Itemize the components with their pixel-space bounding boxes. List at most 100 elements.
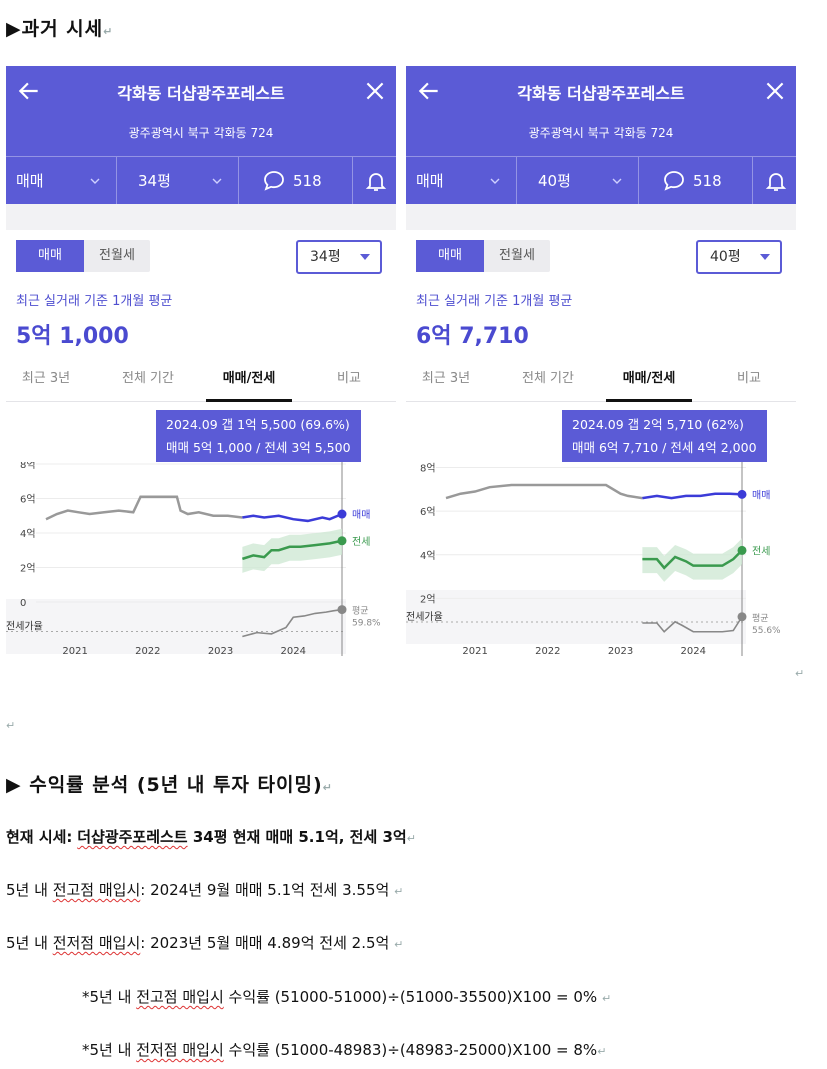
close-icon[interactable] bbox=[762, 78, 788, 104]
heading-past-price: ▶과거 시세↵ bbox=[6, 18, 114, 40]
bell-icon[interactable] bbox=[764, 169, 788, 193]
sale-series-line bbox=[642, 492, 743, 500]
chevron-down-icon bbox=[490, 178, 500, 184]
tab-sale-rent[interactable]: 매매/전세 bbox=[206, 364, 292, 402]
tab-recent-3y[interactable]: 최근 3년 bbox=[21, 371, 71, 386]
y-tick-label: 8억 bbox=[20, 462, 36, 471]
tooltip-line-2: 매매 6억 7,710 / 전세 4억 2,000 bbox=[572, 440, 757, 455]
back-arrow-icon[interactable] bbox=[16, 78, 42, 104]
complex-address: 광주광역시 북구 각화동 724 bbox=[128, 126, 274, 140]
size-select[interactable]: 34평 bbox=[138, 172, 171, 190]
series-label: 전세 bbox=[752, 545, 770, 557]
complex-title: 각화동 더샵광주포레스트 bbox=[517, 84, 685, 103]
tab-sale-rent[interactable]: 매매/전세 bbox=[606, 364, 692, 402]
back-arrow-icon[interactable] bbox=[416, 78, 442, 104]
chevron-down-icon bbox=[612, 178, 622, 184]
dropdown-triangle-icon bbox=[360, 254, 370, 260]
comment-icon[interactable] bbox=[662, 169, 686, 193]
y-tick-label: 6억 bbox=[20, 494, 36, 506]
x-tick-label: 2024 bbox=[681, 646, 706, 656]
series-end-point bbox=[337, 509, 347, 519]
price-subtitle: 최근 실거래 기준 1개월 평균 bbox=[16, 294, 173, 309]
tab-all-period[interactable]: 전체 기간 bbox=[122, 371, 174, 386]
sale-history-line bbox=[45, 495, 243, 521]
series-end-point bbox=[337, 605, 347, 615]
size-dropdown[interactable]: 34평 bbox=[296, 240, 382, 274]
series-end-point bbox=[737, 612, 747, 622]
close-icon[interactable] bbox=[362, 78, 388, 104]
x-tick-label: 2023 bbox=[608, 646, 633, 656]
trade-toggle: 매매 전월세 bbox=[416, 240, 550, 272]
ratio-series-line bbox=[642, 616, 743, 633]
series-end-point bbox=[737, 489, 747, 499]
complex-title: 각화동 더샵광주포레스트 bbox=[117, 84, 285, 103]
rent-series-line bbox=[642, 549, 743, 570]
series-label: 평균 bbox=[752, 613, 769, 624]
toggle-sale[interactable]: 매매 bbox=[16, 240, 84, 272]
series-label: 매매 bbox=[752, 489, 770, 501]
analysis-line-1: 5년 내 전고점 매입시: 2024년 9월 매매 5.1억 전세 3.55억 … bbox=[6, 881, 404, 899]
filter-bar: 매매 40평 518 bbox=[406, 156, 796, 205]
app-header: 각화동 더샵광주포레스트 광주광역시 북구 각화동 724 매매 40평 518 bbox=[406, 66, 796, 205]
complex-address: 광주광역시 북구 각화동 724 bbox=[528, 126, 674, 140]
trade-type-select[interactable]: 매매 bbox=[416, 172, 444, 190]
bell-icon[interactable] bbox=[364, 169, 388, 193]
header-divider bbox=[406, 204, 796, 230]
series-label: 평균 bbox=[352, 606, 369, 617]
app-header: 각화동 더샵광주포레스트 광주광역시 북구 각화동 724 매매 34평 518 bbox=[6, 66, 396, 205]
trade-type-select[interactable]: 매매 bbox=[16, 172, 44, 190]
x-tick-label: 2024 bbox=[281, 646, 306, 656]
analysis-line-2: 5년 내 전저점 매입시: 2023년 5월 매매 4.89억 전세 2.5억 … bbox=[6, 934, 404, 952]
heading-analysis: ▶ 수익률 분석 (5년 내 투자 타이밍)↵ bbox=[6, 774, 333, 796]
x-tick-label: 2021 bbox=[462, 646, 487, 656]
y-tick-label: 2억 bbox=[20, 563, 36, 575]
y-tick-label: 8억 bbox=[420, 463, 436, 475]
x-tick-label: 2022 bbox=[135, 646, 160, 656]
current-price-line: 현재 시세: 더샵광주포레스트 34평 현재 매매 5.1억, 전세 3억↵ bbox=[6, 828, 416, 846]
ratio-axis-label: 전세가율 bbox=[406, 611, 443, 623]
chart-tabs: 최근 3년 전체 기간 매매/전세 비교 bbox=[6, 364, 396, 402]
listing-panel-34: 각화동 더샵광주포레스트 광주광역시 북구 각화동 724 매매 34평 518… bbox=[6, 66, 396, 656]
rent-range-band bbox=[642, 538, 742, 582]
chevron-down-icon bbox=[90, 178, 100, 184]
tooltip-line-1: 2024.09 갭 1억 5,500 (69.6%) bbox=[166, 417, 350, 432]
average-price: 6억 7,710 bbox=[416, 324, 529, 349]
tooltip-line-2: 매매 5억 1,000 / 전세 3억 5,500 bbox=[166, 440, 351, 455]
x-tick-label: 2022 bbox=[535, 646, 560, 656]
series-label: 전세 bbox=[352, 536, 370, 548]
size-dropdown[interactable]: 40평 bbox=[696, 240, 782, 274]
trade-toggle: 매매 전월세 bbox=[16, 240, 150, 272]
rent-series-line bbox=[241, 539, 343, 561]
chart-tooltip: 2024.09 갭 2억 5,710 (62%) 매매 6억 7,710 / 전… bbox=[562, 410, 767, 462]
x-tick-label: 2021 bbox=[62, 646, 87, 656]
tab-compare[interactable]: 비교 bbox=[337, 371, 361, 386]
sale-history-line bbox=[445, 483, 643, 500]
tab-recent-3y[interactable]: 최근 3년 bbox=[421, 371, 471, 386]
analysis-line-4: *5년 내 전저점 매입시 수익률 (51000-48983)÷(48983-2… bbox=[82, 1041, 607, 1059]
header-divider bbox=[6, 204, 396, 230]
toggle-rent[interactable]: 전월세 bbox=[499, 248, 535, 263]
chart-tooltip: 2024.09 갭 1억 5,500 (69.6%) 매매 5억 1,000 /… bbox=[156, 410, 361, 462]
ratio-average-value: 55.6% bbox=[752, 626, 781, 636]
tab-all-period[interactable]: 전체 기간 bbox=[522, 371, 574, 386]
sale-series-line bbox=[242, 512, 343, 523]
size-select[interactable]: 40평 bbox=[538, 172, 571, 190]
series-end-point bbox=[737, 545, 747, 555]
y-tick-label: 0 bbox=[20, 598, 26, 609]
toggle-rent[interactable]: 전월세 bbox=[99, 248, 135, 263]
comment-count[interactable]: 518 bbox=[693, 172, 722, 190]
x-tick-label: 2023 bbox=[208, 646, 233, 656]
tab-compare[interactable]: 비교 bbox=[737, 371, 761, 386]
dropdown-triangle-icon bbox=[760, 254, 770, 260]
toggle-sale[interactable]: 매매 bbox=[416, 240, 484, 272]
comment-count[interactable]: 518 bbox=[293, 172, 322, 190]
price-subtitle: 최근 실거래 기준 1개월 평균 bbox=[416, 294, 573, 309]
ratio-average-value: 59.8% bbox=[352, 619, 381, 629]
ratio-axis-label: 전세가율 bbox=[6, 621, 43, 633]
average-price: 5억 1,000 bbox=[16, 324, 129, 349]
y-tick-label: 6억 bbox=[420, 506, 436, 518]
comment-icon[interactable] bbox=[262, 169, 286, 193]
series-label: 매매 bbox=[352, 509, 370, 521]
